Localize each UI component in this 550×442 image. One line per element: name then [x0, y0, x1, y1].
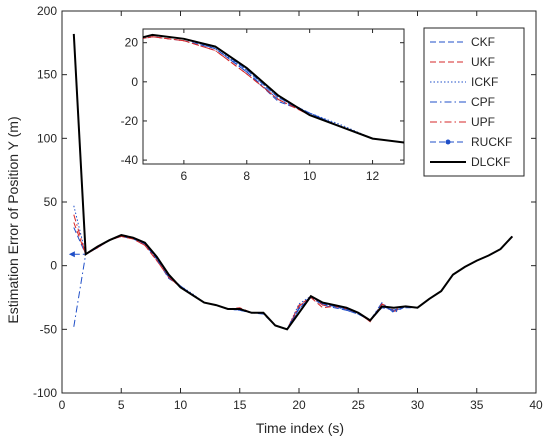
inset-axis-ticks: 6 8 10 12 -40 -20 0 20	[121, 29, 404, 183]
legend-label-ruckf: RUCKF	[471, 135, 512, 149]
ruckf-marker	[68, 251, 75, 258]
legend-label-ickf: ICKF	[471, 75, 498, 89]
inset-x-tick-label: 10	[303, 169, 317, 183]
legend-label-ukf: UKF	[471, 55, 495, 69]
inset-x-tick-label: 12	[366, 169, 380, 183]
x-tick-label: 35	[470, 398, 484, 412]
y-tick-label: -50	[40, 322, 58, 336]
x-tick-label: 25	[352, 398, 366, 412]
legend-label-dlckf: DLCKF	[471, 155, 510, 169]
x-tick-label: 20	[292, 398, 306, 412]
legend-marker-ruckf	[445, 139, 451, 145]
x-tick-label: 15	[233, 398, 247, 412]
inset-y-tick-label: -40	[121, 153, 139, 167]
main-series-ruckf	[73, 234, 513, 330]
y-tick-label: 100	[37, 131, 57, 145]
inset-y-tick-label: -20	[121, 114, 139, 128]
y-tick-label: 150	[37, 68, 57, 82]
legend-label-upf: UPF	[471, 115, 495, 129]
legend-label-ckf: CKF	[471, 35, 495, 49]
y-axis-label: Estimation Error of Position Y (m)	[5, 116, 21, 323]
main-series-group	[68, 33, 514, 331]
y-tick-label: 200	[37, 4, 57, 18]
x-tick-label: 0	[59, 398, 66, 412]
inset-x-tick-label: 6	[181, 169, 188, 183]
x-tick-label: 40	[529, 398, 543, 412]
x-tick-label: 30	[411, 398, 425, 412]
main-series-dlckf	[72, 33, 514, 331]
x-tick-label: 10	[174, 398, 188, 412]
inset-series-group	[143, 33, 404, 144]
y-tick-label: 0	[50, 259, 57, 273]
x-axis-label: Time index (s)	[256, 420, 344, 436]
legend: CKF UKF ICKF CPF UPF RUCKF DLCKF	[423, 27, 525, 177]
main-series-ukf	[73, 222, 513, 330]
inset-series-upf	[143, 36, 404, 144]
inset-x-tick-label: 8	[243, 169, 250, 183]
inset-y-tick-label: 0	[131, 75, 138, 89]
y-tick-label: -100	[33, 386, 57, 400]
x-tick-label: 5	[118, 398, 125, 412]
inset-series-dlckf	[143, 33, 404, 144]
inset-y-tick-label: 20	[125, 36, 139, 50]
legend-label-cpf: CPF	[471, 95, 495, 109]
y-tick-label: 50	[44, 195, 58, 209]
inset-plot: 6 8 10 12 -40 -20 0 20	[121, 28, 405, 183]
